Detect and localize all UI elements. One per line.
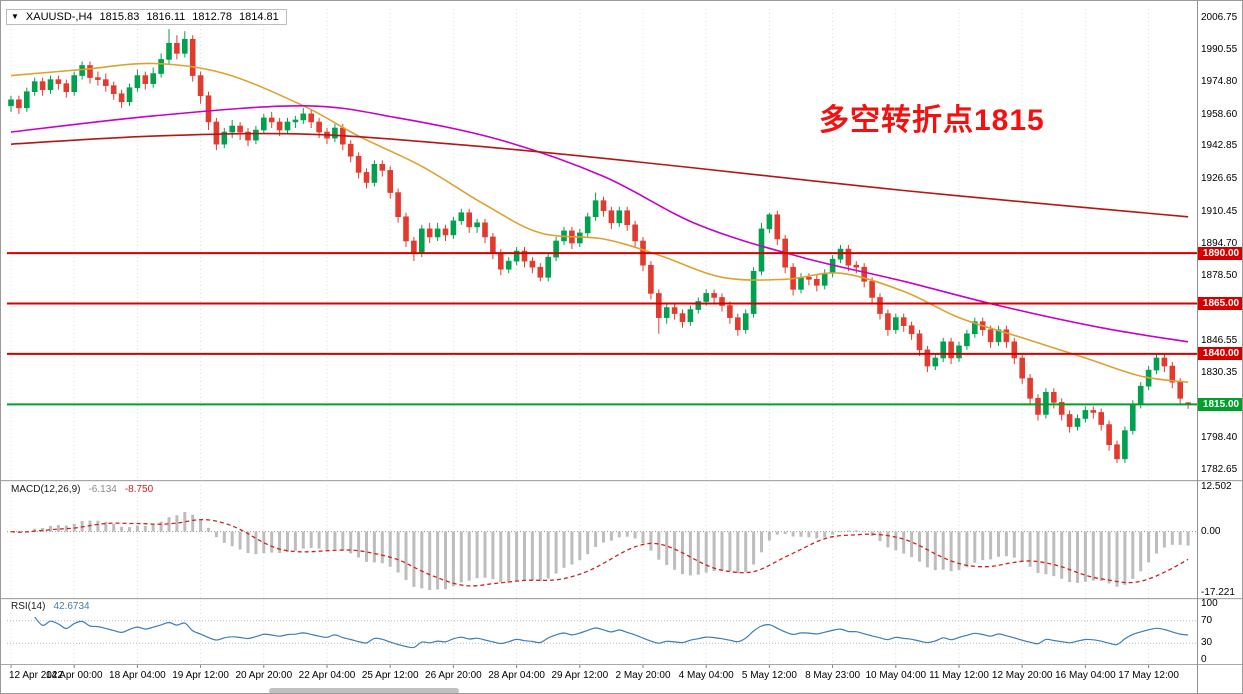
rsi-name: RSI(14): [11, 601, 46, 612]
close-value: 1814.81: [239, 11, 279, 23]
price-axis-tick: 1798.40: [1201, 431, 1238, 443]
price-axis-tick: 1974.80: [1201, 76, 1238, 88]
time-axis-label: 22 Apr 04:00: [298, 670, 356, 681]
time-axis-label: 19 Apr 12:00: [172, 670, 229, 681]
rsi-axis-tick: 0: [1201, 654, 1207, 665]
rsi-axis-tick: 70: [1201, 614, 1213, 626]
price-axis-tick: 1910.45: [1201, 205, 1238, 217]
symbol-timeframe-label: XAUUSD-,H4: [25, 11, 93, 23]
time-axis-label: 29 Apr 12:00: [551, 670, 609, 681]
macd-histogram: [17, 511, 1190, 590]
ma-slow-darkred: [10, 132, 1189, 218]
time-axis-label: 2 May 20:00: [615, 670, 671, 681]
price-axis-tick: 1926.65: [1201, 173, 1238, 185]
price-line-tag: 1815.00: [1198, 397, 1242, 411]
price-axis-tick: 1830.35: [1201, 367, 1238, 379]
time-axis-label: 12 May 20:00: [991, 670, 1053, 681]
low-value: 1812.78: [192, 11, 233, 23]
horizontal-scrollbar[interactable]: [269, 688, 459, 693]
macd-axis-max: 12.502: [1201, 481, 1232, 492]
macd-signal-line: [10, 518, 1189, 587]
time-axis-label: 17 May 12:00: [1118, 670, 1179, 681]
price-axis-tick: 1846.55: [1201, 334, 1238, 346]
time-axis-label: 28 Apr 04:00: [488, 670, 545, 681]
macd-indicator-label: MACD(12,26,9) -6.134 -8.750: [11, 484, 153, 495]
price-axis-tick: 1894.70: [1201, 237, 1238, 249]
collapse-arrow-icon[interactable]: ▼: [11, 12, 19, 21]
time-axis-label: 18 Apr 04:00: [109, 670, 166, 681]
high-value: 1816.11: [146, 11, 186, 23]
time-axis-label: 25 Apr 12:00: [361, 670, 419, 681]
annotation-text[interactable]: 多空转折点1815: [819, 104, 1045, 137]
time-axis-label: 8 May 23:00: [805, 670, 861, 681]
time-axis-label: 11 May 12:00: [929, 670, 989, 681]
price-axis-tick: 1942.85: [1201, 140, 1238, 152]
rsi-indicator-label: RSI(14) 42.6734: [11, 601, 90, 612]
time-axis-label: 14 Apr 00:00: [45, 670, 103, 681]
macd-signal-value: -8.750: [124, 484, 154, 495]
price-line-tag: 1840.00: [1198, 347, 1242, 361]
macd-main-value: -6.134: [88, 484, 117, 495]
price-line-tag: 1890.00: [1198, 246, 1242, 260]
rsi-axis-tick: 100: [1201, 598, 1218, 609]
rsi-value: 42.6734: [53, 601, 90, 612]
price-axis-tick: 1878.50: [1201, 270, 1238, 282]
time-axis-label: 16 May 04:00: [1055, 670, 1116, 681]
price-axis-tick: 1990.55: [1201, 44, 1238, 56]
macd-axis-min: -17.221: [1201, 587, 1235, 598]
ma-mid-magenta: [10, 104, 1189, 343]
time-axis-label: 5 May 12:00: [741, 670, 797, 681]
time-axis-label: 20 Apr 20:00: [235, 670, 293, 681]
time-axis-label: 12 Apr 2022: [9, 670, 63, 681]
time-axis-label: 4 May 04:00: [678, 670, 734, 681]
price-axis-tick: 1782.65: [1201, 463, 1238, 475]
ma-fast-orange: [10, 62, 1189, 383]
time-axis-label: 26 Apr 20:00: [425, 670, 482, 681]
rsi-axis-tick: 30: [1201, 637, 1213, 649]
time-axis-label: 10 May 04:00: [865, 670, 927, 681]
macd-axis-zero: 0.00: [1201, 525, 1221, 537]
chart-ohlc-header: ▼ XAUUSD-,H4 1815.83 1816.11 1812.78 181…: [6, 9, 287, 25]
macd-name: MACD(12,26,9): [11, 484, 81, 495]
price-line-tag: 1865.00: [1198, 297, 1242, 310]
rsi-line: [34, 616, 1189, 649]
open-value: 1815.83: [99, 11, 140, 23]
price-axis-tick: 1958.60: [1201, 108, 1238, 120]
price-axis-tick: 2006.75: [1201, 11, 1238, 23]
